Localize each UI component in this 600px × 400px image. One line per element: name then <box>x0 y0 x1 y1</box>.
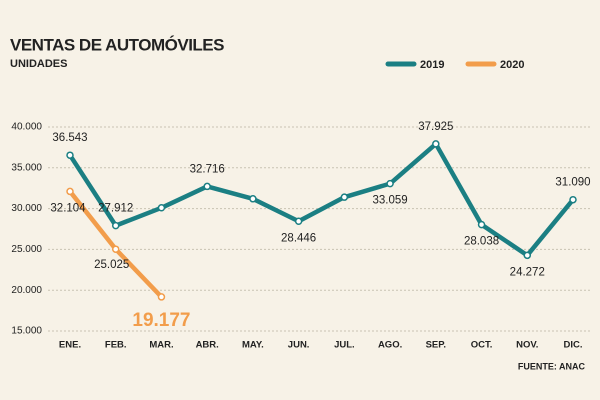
point <box>386 179 394 188</box>
data-label: 37.925 <box>418 121 453 133</box>
y-tick-label: 35.000 <box>11 162 42 173</box>
point <box>569 195 577 204</box>
y-tick-label: 40.000 <box>11 122 42 133</box>
x-tick-label: AGO. <box>378 340 402 351</box>
data-label: 25.025 <box>94 259 129 271</box>
point <box>66 187 74 196</box>
point <box>157 204 166 212</box>
point <box>111 221 120 230</box>
legend-label: 2019 <box>420 59 444 71</box>
y-tick-label: 30.000 <box>11 203 42 214</box>
point <box>340 193 349 201</box>
data-label: 32.716 <box>190 163 225 175</box>
x-tick-label: NOV. <box>516 340 538 351</box>
data-label: 36.543 <box>52 132 87 144</box>
point <box>477 220 486 229</box>
y-tick-label: 25.000 <box>11 244 42 255</box>
source: FUENTE: ANAC <box>518 361 586 371</box>
x-tick-label: MAR. <box>149 340 173 351</box>
x-tick-label: OCT. <box>471 340 493 351</box>
point <box>157 293 166 301</box>
point <box>249 195 257 203</box>
data-label: 28.038 <box>464 236 499 248</box>
y-tick-label: 20.000 <box>11 285 42 296</box>
x-tick-label: SEP. <box>426 340 446 351</box>
data-label: 32.104 <box>50 202 86 214</box>
point <box>432 140 440 148</box>
data-label: 28.446 <box>281 232 316 244</box>
point <box>66 151 74 159</box>
x-tick-label: FEB. <box>105 340 127 351</box>
series-line <box>68 141 575 258</box>
point <box>203 182 211 191</box>
legend-label: 2020 <box>500 59 524 71</box>
chart-title: VENTAS DE AUTOMÓVILES <box>10 35 224 54</box>
data-label: 24.272 <box>510 266 545 278</box>
chart-subtitle: UNIDADES <box>10 58 67 70</box>
x-tick-label: JUL. <box>334 340 355 351</box>
data-label: 31.090 <box>555 177 590 189</box>
x-tick-label: DIC. <box>564 340 583 351</box>
data-label: 19.177 <box>132 310 190 331</box>
point <box>111 245 120 253</box>
data-label: 27.912 <box>98 203 133 215</box>
data-label: 33.059 <box>372 195 407 207</box>
x-tick-label: JUN. <box>288 340 310 351</box>
x-tick-label: ENE. <box>59 340 81 351</box>
y-tick-label: 15.000 <box>11 326 42 337</box>
point <box>523 251 532 260</box>
x-tick-label: ABR. <box>196 340 219 351</box>
point <box>294 217 303 226</box>
x-tick-label: MAY. <box>242 340 264 351</box>
